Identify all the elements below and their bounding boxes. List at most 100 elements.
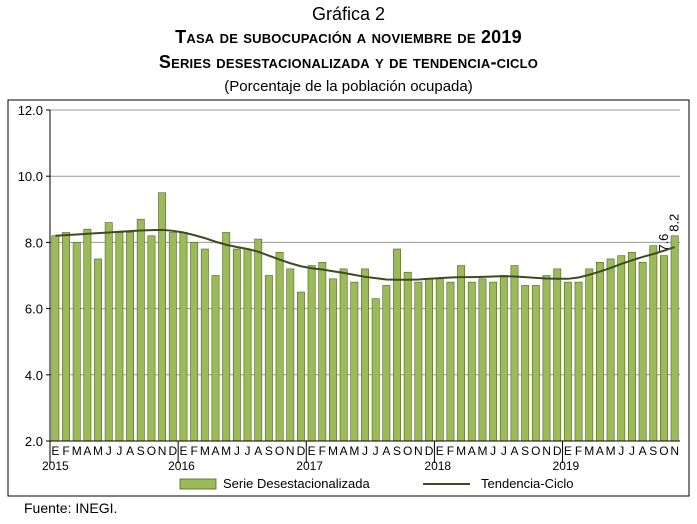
bar [382,285,391,442]
x-tick-label: A [126,444,134,458]
x-tick-label: A [83,444,91,458]
x-tick-label: M [349,444,359,458]
bar [350,281,359,442]
bar [339,268,348,442]
x-tick-label: A [510,444,518,458]
y-tick-label: 4.0 [25,368,43,383]
figure-label: Gráfica 2 [311,4,386,24]
bar [254,238,263,442]
x-tick-label: D [425,444,434,458]
y-tick-label: 6.0 [25,302,43,317]
bar [435,278,444,442]
x-tick-label: J [362,444,368,458]
bar [179,232,188,442]
y-tick-label: 8.0 [25,235,43,250]
x-tick-label: E [436,444,444,458]
year-label: 2017 [296,459,323,473]
x-tick-label: A [639,444,647,458]
x-tick-label: E [51,444,59,458]
x-tick-label: S [265,444,273,458]
bar [83,228,92,442]
bar [329,278,337,442]
year-label: 2019 [553,459,580,473]
x-tick-label: M [477,444,487,458]
bar [200,248,209,442]
x-tick-label: M [606,444,616,458]
x-tick-label: M [584,444,594,458]
bar [318,261,327,442]
x-tick-label: A [340,444,348,458]
bar [467,281,476,442]
bar [94,258,102,442]
bar [510,265,519,442]
bar [638,261,647,442]
bar [62,232,70,442]
year-label: 2015 [42,459,69,473]
bar [414,281,423,442]
bar [232,248,241,442]
x-tick-label: A [212,444,220,458]
x-tick-label: E [308,444,316,458]
bar [457,265,466,442]
x-tick-label: A [254,444,262,458]
chart-subtitle: (Porcentaje de la población ocupada) [224,78,473,95]
chart-title: Tasa de subocupación a noviembre de 2019 [175,27,522,47]
bar [585,268,594,442]
x-tick-label: J [234,444,240,458]
bar [115,232,124,442]
chart-title-line2: Series desestacionalizada y de tendencia… [158,52,539,72]
x-tick-label: E [179,444,187,458]
x-tick-label: O [531,444,540,458]
x-tick-label: D [553,444,562,458]
legend-label: Serie Desestacionalizada [223,476,370,491]
bar [126,232,135,442]
trend-line [55,228,675,281]
y-tick-label: 2.0 [25,434,43,449]
bar [286,268,295,442]
x-tick-label: M [93,444,103,458]
bar [72,242,81,442]
x-tick-label: M [221,444,231,458]
bar [499,275,508,442]
x-tick-label: J [490,444,496,458]
source-note: Fuente: INEGI. [24,500,118,516]
chart-frame [7,99,690,497]
bar [275,252,284,442]
x-tick-label: M [328,444,338,458]
x-tick-label: F [62,444,69,458]
bar [403,271,412,442]
x-tick-label: F [319,444,326,458]
year-label: 2018 [424,459,451,473]
y-tick-label: 12.0 [18,103,43,118]
bar [361,268,369,442]
x-tick-label: N [158,444,167,458]
bar [211,275,220,442]
x-tick-label: A [468,444,476,458]
x-tick-label: S [649,444,657,458]
x-tick-label: F [575,444,582,458]
bar [51,235,60,442]
x-tick-label: D [168,444,177,458]
x-tick-label: J [245,444,251,458]
x-tick-label: J [373,444,379,458]
bar [446,281,455,442]
x-tick-label: J [501,444,507,458]
bar [147,235,156,442]
x-tick-label: O [147,444,156,458]
x-tick-label: E [564,444,572,458]
y-tick-label: 10.0 [18,169,43,184]
x-tick-label: S [521,444,529,458]
bar [243,248,252,442]
bar [425,278,433,442]
x-tick-label: N [286,444,295,458]
bar [168,232,177,442]
x-tick-label: O [403,444,412,458]
x-tick-label: N [670,444,679,458]
bar [660,255,668,442]
bar [264,275,273,442]
bar [617,255,626,442]
legend-label: Tendencia-Ciclo [481,476,574,491]
x-tick-label: J [106,444,112,458]
year-label: 2016 [168,459,195,473]
